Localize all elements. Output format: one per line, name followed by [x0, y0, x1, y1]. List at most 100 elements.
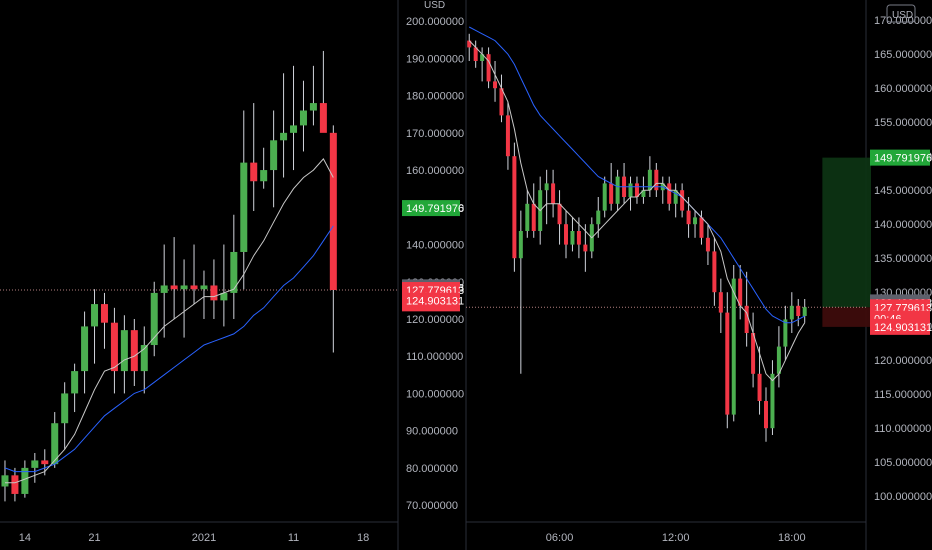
candle[interactable] [693, 210, 698, 238]
candle[interactable] [557, 190, 562, 245]
candle[interactable] [531, 183, 536, 238]
candle[interactable] [473, 40, 478, 68]
intraday-chart-pane[interactable]: 100.000000 105.000000 110.000000 115.000000… [465, 0, 932, 550]
candle[interactable] [796, 299, 801, 327]
x-tick-label: 18:00 [778, 532, 806, 544]
candle[interactable] [11, 467, 19, 502]
candle[interactable] [91, 289, 99, 364]
candle[interactable] [31, 452, 39, 483]
candle[interactable] [210, 259, 218, 319]
candle[interactable] [240, 110, 248, 290]
price-label-bg [870, 318, 930, 335]
candle[interactable] [718, 278, 723, 333]
candle[interactable] [731, 265, 736, 422]
candle[interactable] [120, 315, 128, 394]
candle[interactable] [680, 183, 685, 218]
candle[interactable] [1, 460, 9, 502]
long-position-profit-zone[interactable] [822, 157, 871, 308]
candle[interactable] [480, 47, 485, 82]
candle[interactable] [170, 237, 178, 319]
candle[interactable] [100, 292, 108, 349]
stop-price-label[interactable]: 124.903131 [870, 318, 932, 335]
candle[interactable] [220, 244, 228, 327]
candle[interactable] [776, 326, 781, 388]
candle-body [731, 278, 736, 415]
candle[interactable] [467, 33, 472, 61]
candle[interactable] [329, 125, 337, 353]
candle-body [680, 190, 685, 211]
candle[interactable] [319, 50, 327, 133]
candle[interactable] [699, 210, 704, 245]
candle[interactable] [660, 176, 665, 204]
candle[interactable] [770, 360, 775, 435]
candle[interactable] [150, 281, 158, 357]
candle[interactable] [260, 147, 268, 189]
target-price-label[interactable]: 149.791976 [870, 149, 932, 166]
candle[interactable] [583, 224, 588, 272]
candle[interactable] [667, 176, 672, 211]
candle[interactable] [190, 244, 198, 305]
candle[interactable] [764, 387, 768, 442]
candle[interactable] [564, 210, 568, 259]
candle[interactable] [570, 217, 575, 252]
candle[interactable] [783, 305, 788, 361]
candle[interactable] [299, 80, 307, 152]
candle[interactable] [493, 61, 498, 102]
candle[interactable] [789, 292, 794, 333]
candle-body [551, 183, 556, 204]
candle[interactable] [544, 169, 549, 225]
candle[interactable] [110, 307, 118, 394]
candle-body [319, 103, 327, 133]
stop-price-label[interactable]: 124.903131 [402, 292, 464, 309]
currency-unit-box[interactable] [886, 4, 916, 23]
candle[interactable] [525, 190, 530, 238]
candle[interactable] [757, 346, 762, 415]
candle[interactable] [200, 270, 208, 319]
candle-body [738, 278, 743, 306]
candle[interactable] [51, 412, 59, 468]
target-price-label[interactable]: 149.791976 [402, 200, 464, 217]
candle[interactable] [609, 163, 614, 211]
candle[interactable] [751, 312, 756, 388]
y-tick-label: 140.000000 [406, 240, 464, 252]
candle[interactable] [160, 244, 168, 338]
candle[interactable] [705, 224, 710, 265]
candle[interactable] [712, 237, 717, 306]
candle[interactable] [130, 318, 138, 386]
candle[interactable] [512, 142, 517, 272]
candle[interactable] [647, 156, 652, 197]
candle[interactable] [615, 169, 620, 211]
candle[interactable] [180, 259, 188, 338]
candle[interactable] [634, 176, 639, 204]
candle[interactable] [140, 326, 148, 394]
x-tick-label: 12:00 [662, 532, 690, 544]
candle[interactable] [270, 110, 278, 208]
candle[interactable] [230, 214, 238, 319]
daily-chart-pane[interactable]: 70.000000 80.000000 90.000000 100.000000 110… [0, 0, 464, 550]
candle[interactable] [628, 176, 633, 211]
candle[interactable] [602, 176, 607, 218]
candle[interactable] [280, 73, 288, 178]
candle[interactable] [551, 169, 556, 218]
candle[interactable] [71, 363, 79, 413]
candle[interactable] [725, 292, 730, 429]
candle[interactable] [250, 103, 258, 212]
candle[interactable] [738, 265, 743, 320]
candle[interactable] [622, 163, 627, 204]
candle-body [1, 475, 9, 487]
candle[interactable] [486, 47, 491, 89]
candle[interactable] [61, 382, 69, 450]
candle[interactable] [505, 101, 510, 170]
candle[interactable] [673, 183, 678, 218]
candle[interactable] [309, 65, 317, 126]
candle[interactable] [802, 299, 807, 323]
candle[interactable] [81, 311, 89, 394]
long-position-loss-zone[interactable] [822, 307, 871, 327]
candle[interactable] [499, 74, 504, 123]
candle[interactable] [744, 271, 749, 347]
candle-body [686, 210, 691, 225]
candle[interactable] [518, 210, 523, 374]
candle[interactable] [290, 65, 298, 171]
candle[interactable] [654, 163, 659, 197]
